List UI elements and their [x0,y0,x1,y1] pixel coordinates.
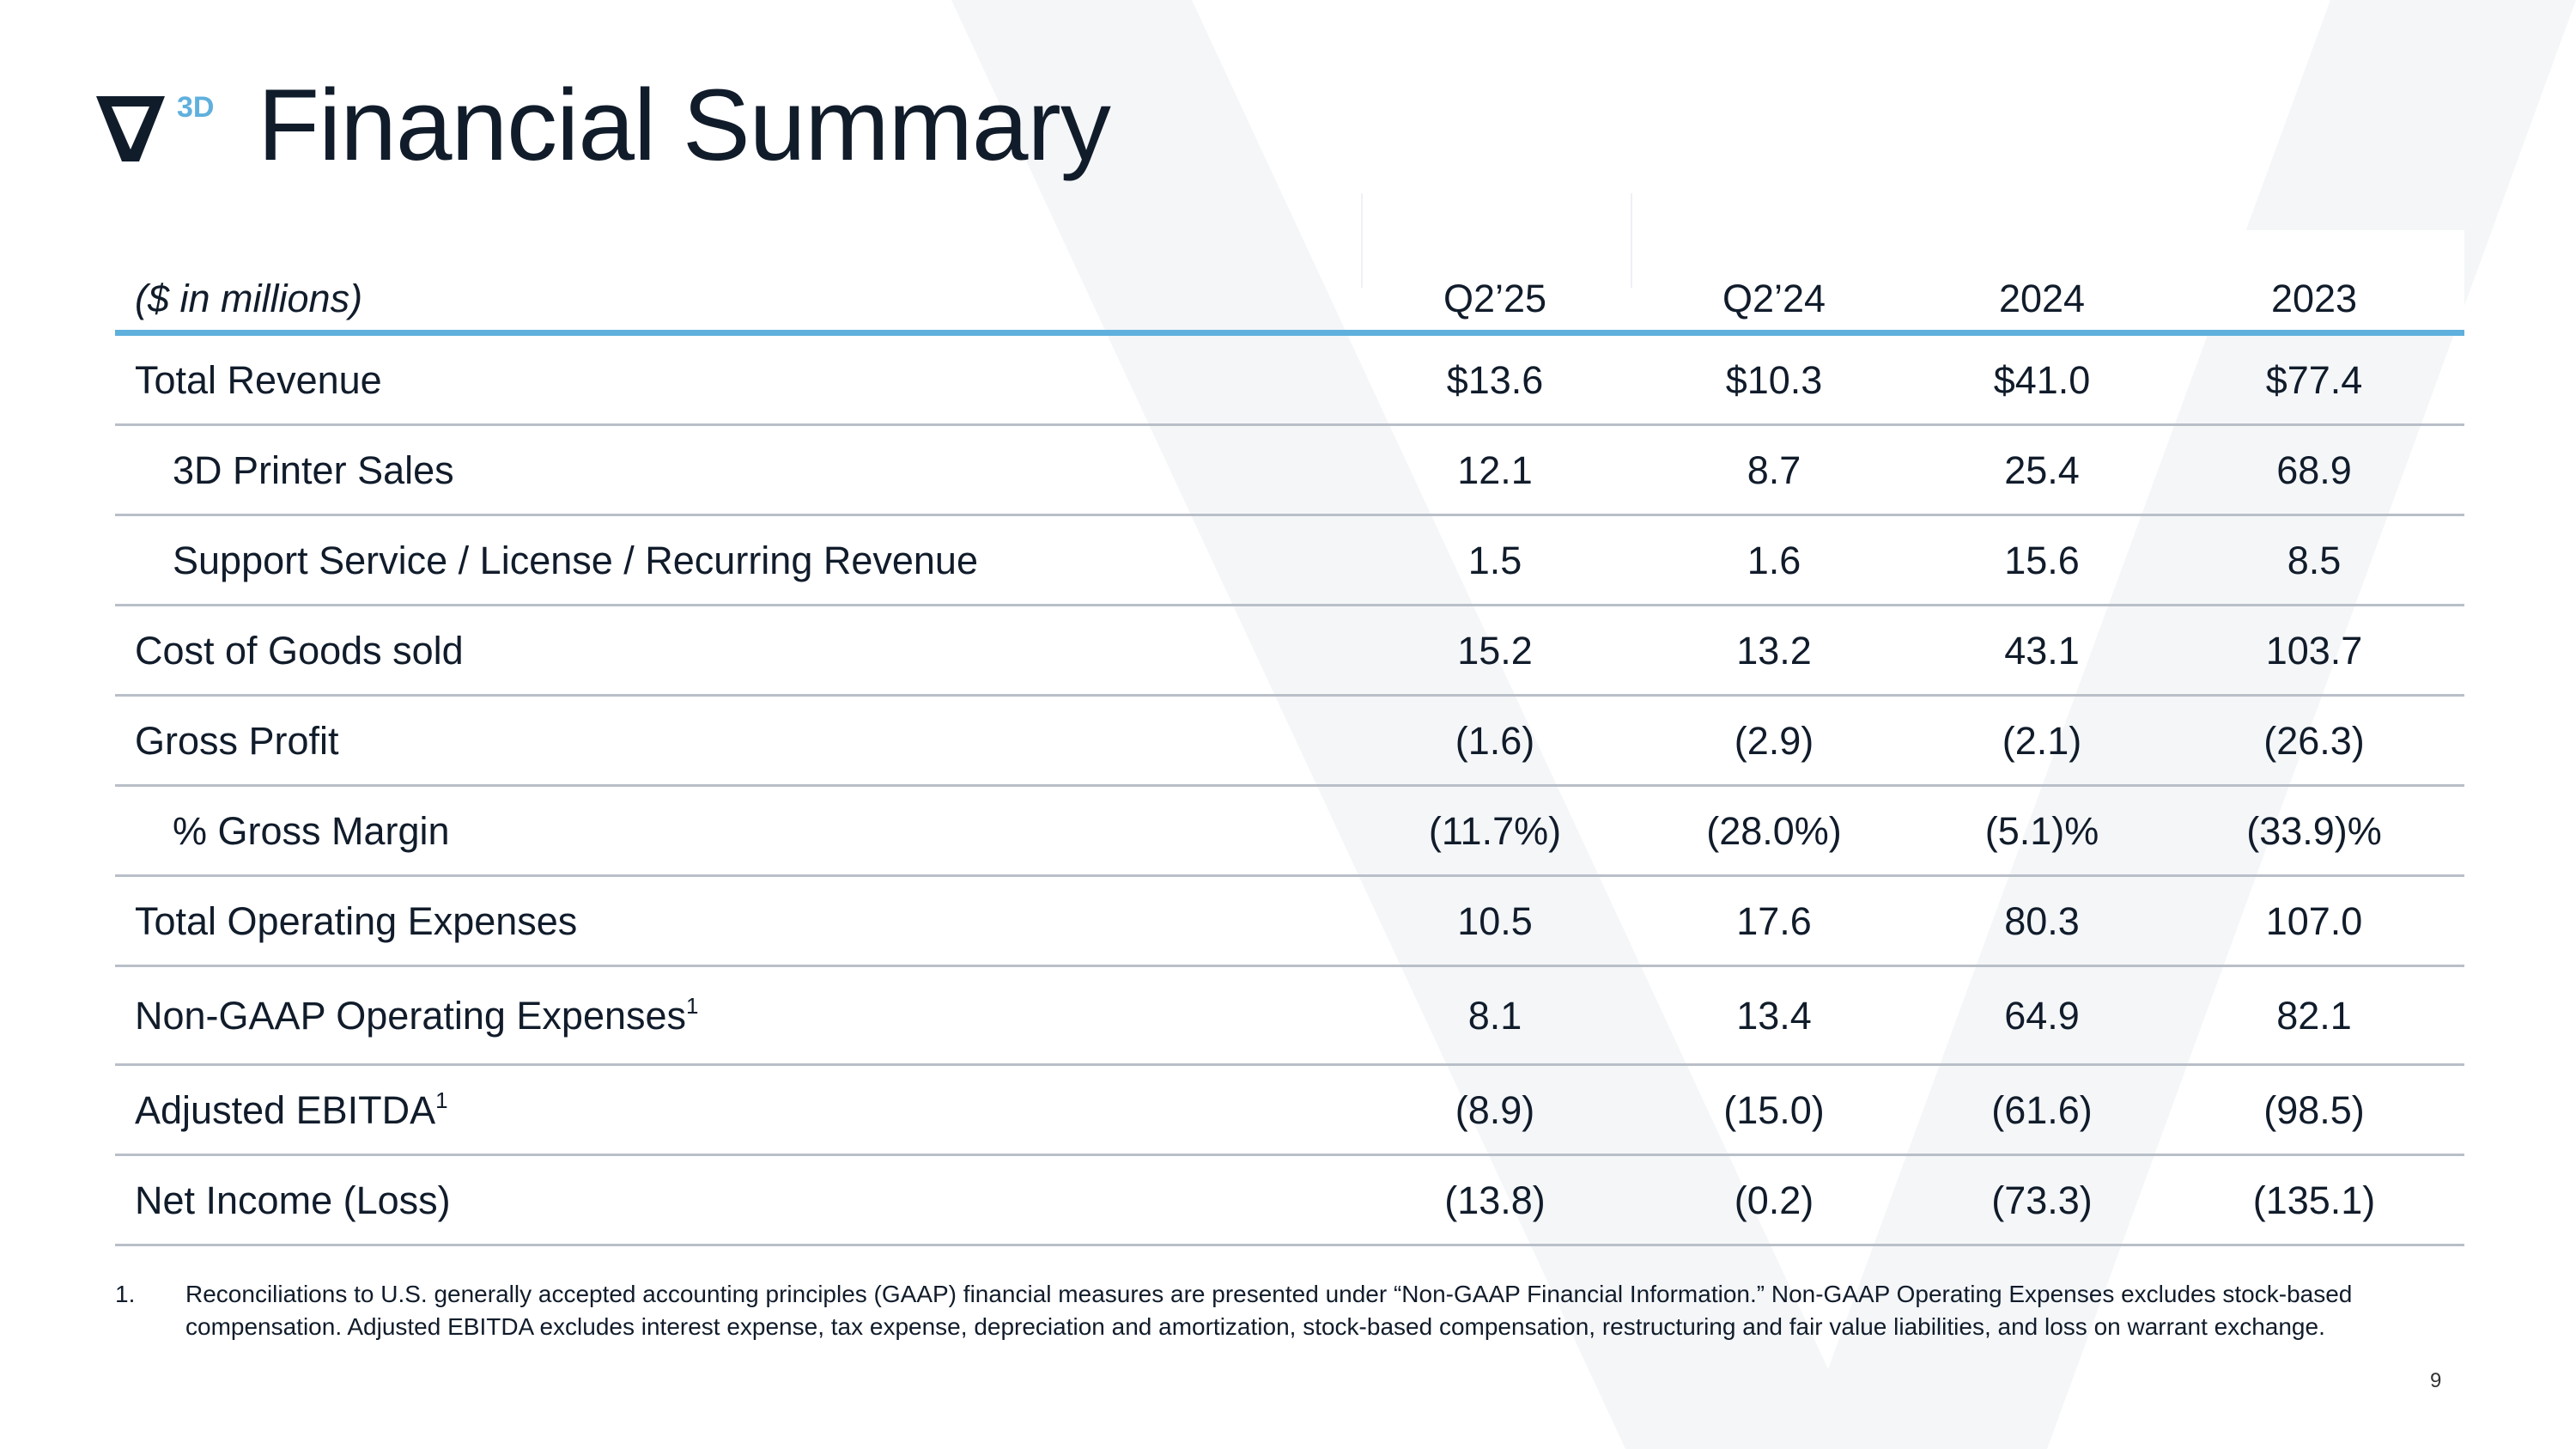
column-divider [1361,193,1363,288]
cell-value: (0.2) [1734,1178,1814,1222]
row-label-text: Adjusted EBITDA [135,1087,436,1132]
row-label: Total Operating Expenses [135,899,577,944]
footnote-reference: 1 [686,992,699,1019]
row-label-text: Net Income (Loss) [135,1178,451,1222]
row-label-text: Non-GAAP Operating Expenses [135,993,687,1038]
row-label: Non-GAAP Operating Expenses1 [135,994,699,1038]
cell-value: $13.6 [1446,357,1544,402]
cell-value: 82.1 [2276,993,2352,1038]
cell-value: (73.3) [1991,1178,2093,1222]
unit-label: ($ in millions) [135,277,363,320]
column-header: Q2’24 [1722,277,1826,320]
cell-value: (2.1) [2002,718,2082,763]
table-row: Net Income (Loss) (13.8) (0.2) (73.3) (135.1… [115,1156,2464,1246]
footnote-text: Reconciliations to U.S. generally accept… [185,1281,2353,1340]
table-row: % Gross Margin (11.7%) (28.0%) (5.1)% (33.9)… [115,787,2464,877]
table-row: Cost of Goods sold 15.2 13.2 43.1 103.7 [115,606,2464,697]
cell-value: 13.4 [1736,993,1812,1038]
cell-value: 64.9 [2004,993,2080,1038]
row-label: Net Income (Loss) [135,1178,451,1223]
cell-value: 13.2 [1736,628,1812,673]
page-title: Financial Summary [258,69,1111,182]
cell-value: 10.5 [1457,898,1533,943]
cell-value: 68.9 [2276,447,2352,492]
column-header: Q2’25 [1443,277,1547,320]
row-label: Support Service / License / Recurring Re… [173,539,978,583]
table-row: Non-GAAP Operating Expenses1 8.1 13.4 64.9 8… [115,967,2464,1066]
cell-value: $10.3 [1725,357,1823,402]
cell-value: (26.3) [2263,718,2365,763]
header-rule [115,330,2464,336]
cell-value: (135.1) [2252,1178,2376,1222]
footnote-reference: 1 [435,1087,448,1113]
cell-value: 1.6 [1747,538,1801,582]
row-label-text: % Gross Margin [173,808,450,853]
cell-value: (8.9) [1455,1087,1535,1132]
column-divider [1631,193,1632,288]
cell-value: (11.7%) [1428,808,1562,853]
cell-value: 80.3 [2004,898,2080,943]
table-row: 3D Printer Sales 12.1 8.7 25.4 68.9 [115,426,2464,516]
row-label: Gross Profit [135,719,339,764]
column-header: 2023 [2270,277,2358,320]
row-label: Adjusted EBITDA1 [135,1088,448,1133]
cell-value: (98.5) [2263,1087,2365,1132]
cell-value: (1.6) [1455,718,1535,763]
cell-value: 43.1 [2004,628,2080,673]
cell-value: 15.2 [1457,628,1533,673]
cell-value: 12.1 [1457,447,1533,492]
cell-value: 25.4 [2004,447,2080,492]
cell-value: (15.0) [1723,1087,1825,1132]
column-header: 2024 [1998,277,2086,320]
row-label: Total Revenue [135,358,382,403]
cell-value: $41.0 [1993,357,2091,402]
cell-value: 107.0 [2265,898,2363,943]
table-row: Support Service / License / Recurring Re… [115,516,2464,606]
row-label-text: Total Operating Expenses [135,898,578,943]
row-label: Cost of Goods sold [135,629,464,673]
cell-value: (33.9)% [2246,808,2382,853]
cell-value: (5.1)% [1984,808,2099,853]
row-label: 3D Printer Sales [173,448,454,493]
cell-value: 103.7 [2265,628,2363,673]
table-row: Total Operating Expenses 10.5 17.6 80.3 107.… [115,877,2464,967]
row-label-text: Cost of Goods sold [135,628,464,673]
cell-value: (13.8) [1444,1178,1546,1222]
row-label-text: Gross Profit [135,718,339,763]
table-row: Gross Profit (1.6) (2.9) (2.1) (26.3) [115,697,2464,787]
cell-value: 15.6 [2004,538,2080,582]
footnote-number: 1. [115,1281,136,1307]
cell-value: 8.7 [1747,447,1801,492]
header-cell-bg [1363,230,2464,332]
cell-value: 1.5 [1467,538,1522,582]
cell-value: (61.6) [1991,1087,2093,1132]
cell-value: 8.1 [1467,993,1522,1038]
row-label: % Gross Margin [173,809,450,854]
cell-value: (2.9) [1734,718,1814,763]
table-row: Adjusted EBITDA1 (8.9) (15.0) (61.6) (98.5) [115,1066,2464,1156]
cell-value: (28.0%) [1706,808,1842,853]
cell-value: 8.5 [2287,538,2342,582]
page-number: 9 [2430,1369,2442,1392]
cell-value: $77.4 [2265,357,2363,402]
logo-v-icon [96,96,165,161]
row-label-text: 3D Printer Sales [173,447,454,492]
row-label-text: Total Revenue [135,357,382,402]
table-header-row: ($ in millions) Q2’25 Q2’24 2024 2023 [115,277,2464,328]
logo-3d-text: 3D [177,91,215,124]
row-label-text: Support Service / License / Recurring Re… [173,538,978,582]
table-row: Total Revenue $13.6 $10.3 $41.0 $77.4 [115,336,2464,426]
cell-value: 17.6 [1736,898,1812,943]
